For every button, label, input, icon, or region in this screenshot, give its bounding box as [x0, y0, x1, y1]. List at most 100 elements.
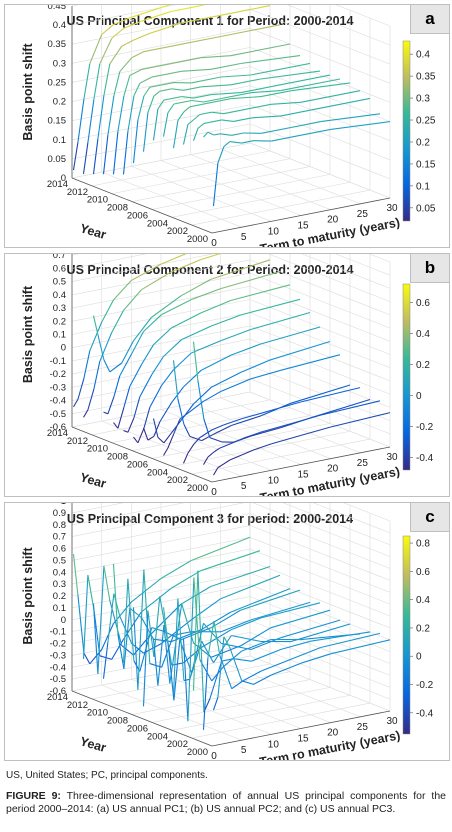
series-line-2005 [163, 354, 341, 456]
grid-line [171, 10, 351, 218]
figure-footnote: US, United States; PC, principal compone… [6, 770, 208, 781]
series-segment [149, 385, 163, 408]
series-segment [172, 598, 179, 695]
series-segment [280, 109, 311, 117]
z-tick-label: 0.4 [53, 567, 66, 578]
series-segment [132, 607, 139, 690]
grid-line [71, 285, 391, 342]
series-segment [122, 578, 129, 663]
chart-pc2: US Principal Component 2 for Period: 200… [21, 254, 434, 496]
series-segment [161, 41, 192, 49]
z-tick-label: 0.3 [53, 579, 66, 590]
series-line-2005 [162, 78, 341, 137]
series-segment [250, 90, 281, 94]
z-tick-label: -0.4 [50, 396, 66, 407]
series-segment [77, 594, 85, 654]
series-segment [143, 407, 151, 429]
series-segment [143, 314, 162, 332]
series-segment [113, 422, 119, 429]
z-tick-label: 0 [61, 173, 66, 184]
x-tick-label: 25 [357, 722, 369, 733]
y-tick-label: 2012 [67, 700, 88, 711]
series-segment [123, 75, 131, 96]
grid-line [111, 503, 291, 707]
series-segment [187, 119, 195, 125]
series-segment [211, 92, 242, 96]
series-segment [180, 278, 211, 297]
series-segment [142, 112, 149, 152]
series-segment [112, 563, 119, 635]
series-segment [221, 658, 234, 662]
series-segment [241, 409, 272, 420]
z-tick-label: 0 [61, 615, 66, 626]
series-segment [220, 574, 281, 600]
series-segment [231, 415, 262, 427]
chart-title: US Principal Component 3 for period: 200… [67, 512, 353, 526]
grid-line [91, 503, 271, 700]
x-tick-label: 10 [268, 475, 280, 486]
series-segment [163, 625, 171, 684]
series-line-2003 [182, 90, 361, 145]
series-segment [131, 51, 144, 59]
figure-caption: FIGURE 9: Three-dimensional representati… [6, 790, 446, 816]
series-segment [199, 111, 212, 116]
series-segment [213, 133, 220, 136]
series-segment [193, 386, 212, 405]
y-tick-label: 2006 [127, 459, 148, 470]
series-segment [151, 74, 164, 78]
series-segment [260, 326, 321, 345]
series-segment [147, 610, 155, 657]
series-segment [113, 375, 121, 397]
colorbar [402, 40, 411, 222]
series-segment [210, 565, 271, 588]
series-segment [207, 620, 215, 658]
series-segment [330, 121, 391, 130]
series-segment [220, 328, 251, 342]
z-tick-label: -0.4 [50, 662, 66, 673]
grid-line [211, 26, 391, 234]
series-segment [190, 288, 221, 301]
colorbar [402, 535, 411, 735]
series-segment [159, 402, 173, 423]
y-tick-label: 2010 [87, 708, 108, 719]
series-segment [261, 658, 292, 672]
series-segment [220, 271, 281, 290]
series-segment [280, 640, 311, 650]
y-tick-label: 2006 [127, 723, 148, 734]
colorbar-tick-label: 0.2 [416, 137, 430, 148]
series-line-2011 [102, 24, 281, 175]
series-segment [230, 43, 291, 57]
series-segment [241, 140, 254, 144]
x-tick-label: 30 [386, 452, 398, 463]
z-tick-label: -0.3 [50, 650, 66, 661]
series-line-2013 [82, 550, 261, 660]
series-segment [193, 114, 201, 120]
chart-panel-c: US Principal Component 3 for period: 200… [4, 502, 450, 761]
series-segment [160, 5, 171, 9]
series-segment [107, 396, 115, 414]
series-segment [141, 271, 172, 291]
series-segment [241, 638, 272, 652]
x-tick-label: 25 [357, 209, 369, 220]
grid-line [71, 5, 391, 27]
y-axis-label: Year [78, 221, 107, 242]
series-segment [112, 131, 119, 175]
series-segment [99, 332, 113, 362]
y-tick-label: 2014 [47, 692, 68, 703]
series-segment [160, 254, 187, 265]
y-tick-label: 2000 [187, 234, 208, 245]
y-tick-label: 2004 [147, 467, 168, 478]
series-segment [170, 5, 201, 13]
series-segment [183, 647, 202, 664]
series-segment [290, 414, 321, 425]
colorbar-tick-label: 0.35 [416, 72, 436, 83]
grid-line [71, 325, 391, 382]
series-segment [223, 141, 231, 148]
grid-line [111, 254, 291, 443]
y-axis-line [71, 690, 213, 747]
series-segment [82, 574, 89, 660]
z-tick-label: 0.6 [53, 263, 66, 274]
series-segment [193, 437, 201, 445]
colorbar-tick-label: -0.2 [416, 680, 434, 691]
series-segment [251, 648, 282, 662]
